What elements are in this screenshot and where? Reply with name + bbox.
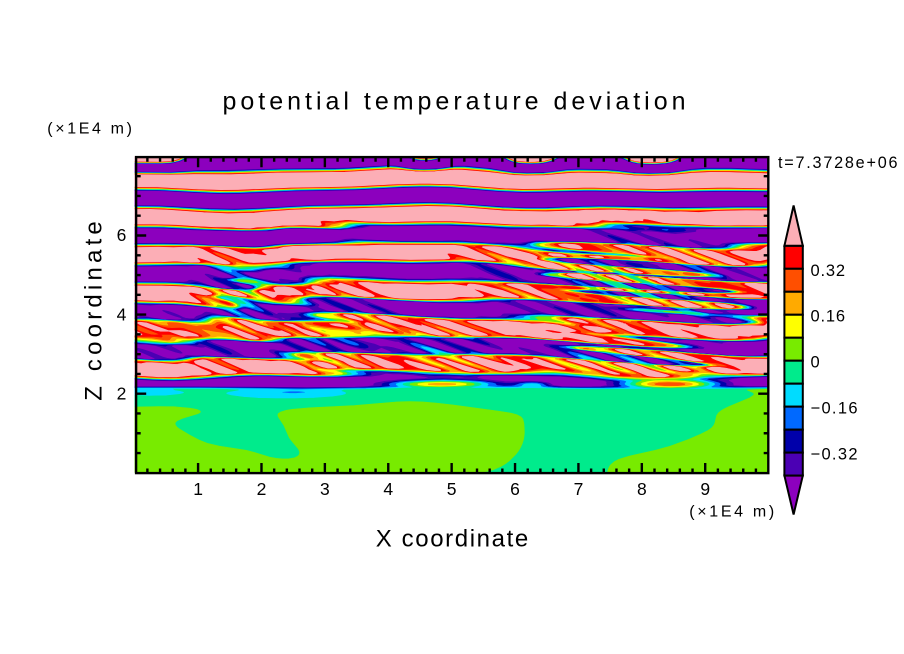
svg-text:3: 3: [320, 479, 330, 499]
svg-text:0.32: 0.32: [811, 262, 846, 280]
svg-text:7: 7: [574, 479, 584, 499]
svg-text:2: 2: [117, 383, 127, 403]
svg-text:6: 6: [510, 479, 520, 499]
svg-text:−0.32: −0.32: [811, 446, 858, 464]
svg-text:−0.16: −0.16: [811, 400, 858, 418]
svg-text:4: 4: [117, 304, 127, 324]
svg-text:1: 1: [193, 479, 203, 499]
svg-text:6: 6: [117, 225, 127, 245]
svg-text:4: 4: [383, 479, 393, 499]
svg-text:2: 2: [257, 479, 267, 499]
svg-text:X coordinate: X coordinate: [376, 526, 528, 553]
svg-text:0.16: 0.16: [811, 308, 846, 326]
svg-text:t=7.3728e+06: t=7.3728e+06: [778, 154, 898, 172]
svg-text:0: 0: [811, 354, 820, 372]
svg-text:9: 9: [700, 479, 710, 499]
svg-text:5: 5: [447, 479, 457, 499]
svg-text:potential temperature deviatio: potential temperature deviation: [223, 88, 686, 116]
svg-text:8: 8: [637, 479, 647, 499]
